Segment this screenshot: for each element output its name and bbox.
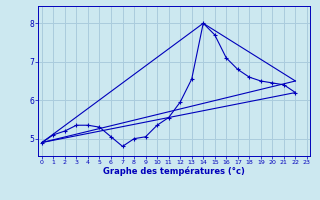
- X-axis label: Graphe des températures (°c): Graphe des températures (°c): [103, 167, 245, 176]
